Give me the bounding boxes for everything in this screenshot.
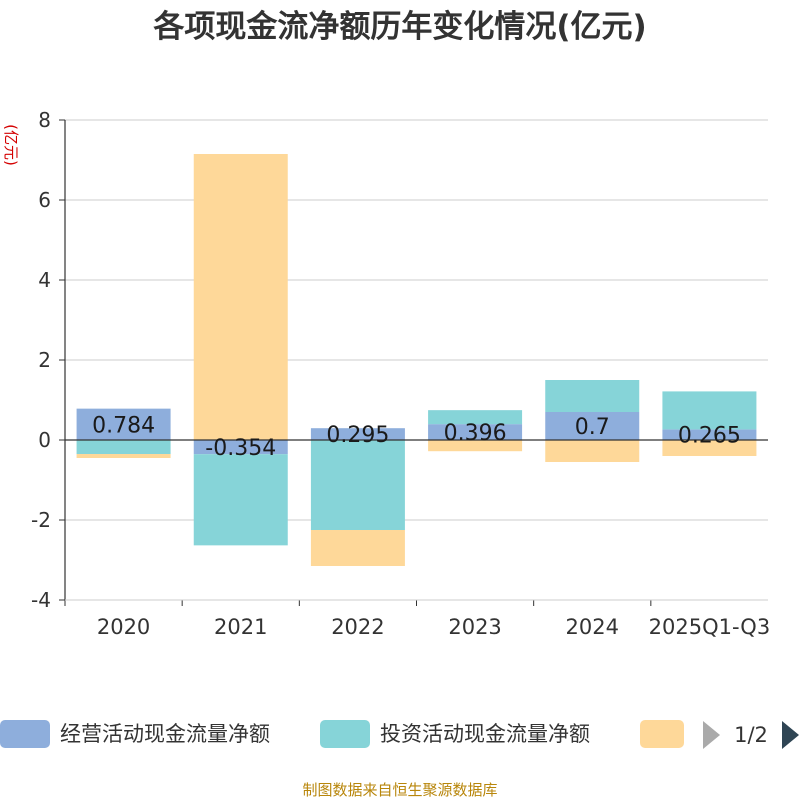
bars [76, 154, 757, 566]
bar-operating [310, 428, 405, 440]
legend-swatch-financing [640, 720, 684, 748]
data-label-operating: 0.7 [575, 415, 610, 440]
x-category-label: 2020 [97, 615, 150, 639]
bar-financing [76, 454, 171, 458]
data-source-note: 制图数据来自恒生聚源数据库 [302, 781, 497, 799]
legend-label-operating: 经营活动现金流量净额 [60, 722, 270, 746]
bar-operating [193, 440, 288, 455]
bar-operating [662, 429, 757, 440]
bar-investing [545, 380, 640, 412]
legend-swatch-operating [0, 720, 50, 748]
y-tick-label: 6 [38, 188, 51, 212]
y-tick-label: -4 [31, 588, 51, 612]
x-category-label: 2021 [214, 615, 267, 639]
bar-operating [545, 412, 640, 440]
axes: -4 -2 0 2 4 6 8 2020 2021 2022 2023 2024 2025Q1-Q3 [31, 108, 770, 639]
bar-financing [662, 440, 757, 456]
bar-financing [193, 154, 288, 440]
y-tick-label: 4 [38, 268, 51, 292]
bar-investing [428, 410, 523, 425]
y-tick-label: 0 [38, 428, 51, 452]
legend-item-financing[interactable] [640, 720, 684, 748]
data-label-operating: 0.265 [678, 424, 741, 449]
y-tick-label: 2 [38, 348, 51, 372]
data-label-operating: 0.396 [444, 421, 507, 446]
data-label-operating: -0.354 [205, 436, 276, 461]
bar-investing [193, 454, 288, 546]
y-tick-label: -2 [31, 508, 51, 532]
bar-financing [428, 440, 523, 452]
x-category-label: 2023 [448, 615, 501, 639]
data-label-operating: 0.784 [92, 413, 155, 438]
data-labels: 0.784 -0.354 0.295 0.396 0.7 0.265 [92, 413, 741, 461]
bar-financing [545, 440, 640, 462]
bar-operating [428, 424, 523, 440]
bar-operating [76, 408, 171, 440]
x-category-label: 2024 [566, 615, 619, 639]
y-tick-label: 8 [38, 108, 51, 132]
legend-swatch-investing [320, 720, 370, 748]
grid-lines [65, 119, 768, 601]
bar-investing [310, 440, 405, 530]
data-label-operating: 0.295 [326, 423, 389, 448]
bar-financing [310, 530, 405, 566]
bar-investing [76, 440, 171, 454]
legend-page-indicator: 1/2 [734, 723, 768, 747]
legend-item-operating[interactable]: 经营活动现金流量净额 [0, 720, 270, 748]
legend-label-investing: 投资活动现金流量净额 [380, 722, 590, 746]
x-category-label: 2022 [331, 615, 384, 639]
y-axis-unit-label: (亿元) [2, 124, 20, 166]
legend-next-page-icon[interactable] [782, 721, 799, 749]
x-category-label: 2025Q1-Q3 [649, 615, 771, 639]
legend-item-investing[interactable]: 投资活动现金流量净额 [320, 720, 590, 748]
legend-prev-page-icon[interactable] [703, 721, 720, 749]
chart-title: 各项现金流净额历年变化情况(亿元) [152, 9, 646, 45]
legend: 经营活动现金流量净额 投资活动现金流量净额 1/2 [0, 720, 799, 749]
bar-investing [662, 391, 757, 430]
